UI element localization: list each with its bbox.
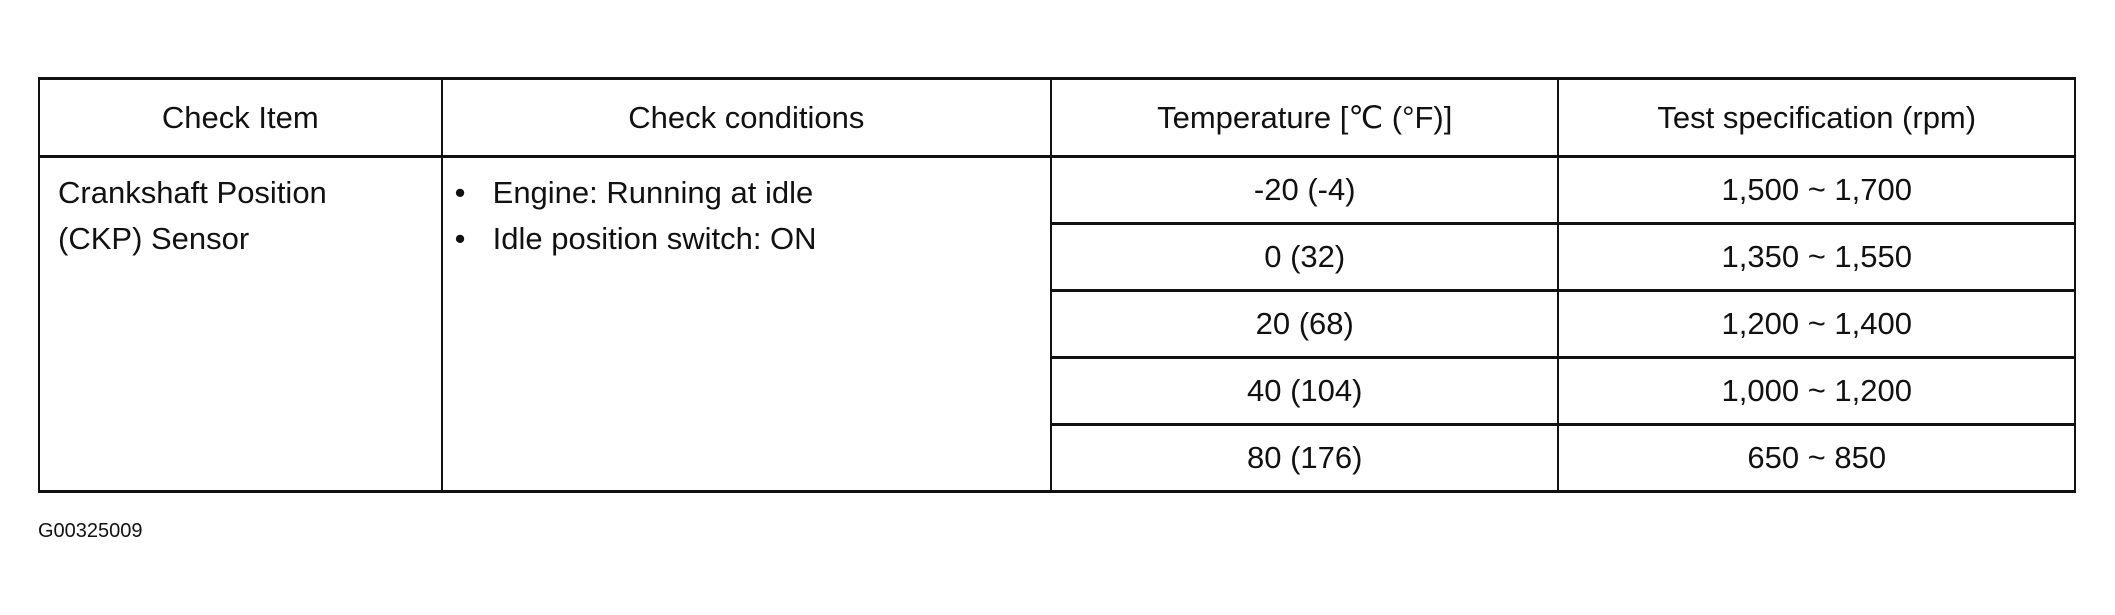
header-temperature: Temperature [℃ (°F)]: [1049, 77, 1560, 158]
temperature-cell: 40 (104): [1049, 356, 1560, 426]
condition-item: Engine: Running at idle: [455, 170, 1050, 216]
table-row: 40 (104) 1,000 ~ 1,200: [39, 356, 2076, 426]
condition-item: Idle position switch: ON: [455, 216, 1050, 262]
spec-cell: 1,000 ~ 1,200: [1557, 356, 2076, 426]
header-test-specification: Test specification (rpm): [1557, 77, 2076, 158]
header-check-conditions: Check conditions: [440, 77, 1052, 158]
temperature-cell: -20 (-4): [1049, 155, 1560, 225]
table-row: 80 (176) 650 ~ 850: [39, 423, 2076, 493]
check-item-line: (CKP) Sensor: [58, 221, 250, 256]
spec-table: Check Item Check conditions Temperature …: [38, 77, 2076, 493]
table-row: 0 (32) 1,350 ~ 1,550: [39, 222, 2076, 292]
temperature-cell: 80 (176): [1049, 423, 1560, 493]
spec-cell: 650 ~ 850: [1557, 423, 2076, 493]
spec-cell: 1,500 ~ 1,700: [1557, 155, 2076, 225]
check-conditions-cell: Engine: Running at idle Idle position sw…: [440, 155, 1052, 493]
table-row: Crankshaft Position (CKP) Sensor Engine:…: [38, 155, 2076, 493]
temperature-cell: 20 (68): [1049, 289, 1560, 359]
check-item-cell: Crankshaft Position (CKP) Sensor: [38, 155, 443, 493]
spec-cell: 1,200 ~ 1,400: [1557, 289, 2076, 359]
temperature-cell: 0 (32): [1049, 222, 1560, 292]
figure-id-caption: G00325009: [38, 520, 143, 542]
spec-cell: 1,350 ~ 1,550: [1557, 222, 2076, 292]
table-row: 20 (68) 1,200 ~ 1,400: [39, 289, 2076, 359]
check-item-line: Crankshaft Position: [58, 175, 327, 210]
header-check-item: Check Item: [38, 77, 443, 158]
header-row: Check Item Check conditions Temperature …: [38, 77, 2076, 158]
